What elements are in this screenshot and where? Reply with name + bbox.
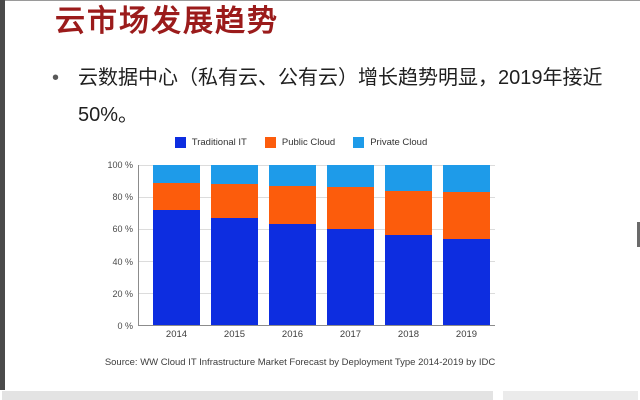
- x-tick-label-2016: 2016: [281, 329, 304, 340]
- x-tick-label-2014: 2014: [165, 329, 188, 340]
- x-tick-label-2019: 2019: [455, 329, 478, 340]
- legend-item-public-cloud: Public Cloud: [264, 137, 336, 148]
- bar-segment-traditional-it-2017: [327, 229, 374, 325]
- bar-stack-2019: [443, 165, 490, 325]
- x-tick-label-2017: 2017: [339, 329, 362, 340]
- y-tick-label: 20 %: [112, 288, 133, 299]
- bar-stack-2016: [269, 165, 316, 325]
- horizontal-scrollbar-track[interactable]: [503, 391, 638, 400]
- bar-segment-traditional-it-2019: [443, 238, 490, 325]
- legend-swatch-public-cloud: [264, 137, 276, 148]
- legend-item-traditional-it: Traditional IT: [174, 137, 247, 148]
- x-tick-label-2015: 2015: [223, 329, 246, 340]
- bar-segment-private-cloud-2018: [385, 165, 432, 191]
- left-edge-strip: [0, 0, 5, 390]
- bar-2018: 2018: [385, 165, 432, 340]
- horizontal-scrollbar-thumb[interactable]: [2, 391, 493, 400]
- legend-label: Traditional IT: [191, 137, 247, 148]
- page-title: 云市场发展趋势: [55, 5, 279, 38]
- vertical-scrollbar-thumb[interactable]: [637, 222, 640, 247]
- bar-stack-2018: [385, 165, 432, 325]
- bar-2016: 2016: [269, 165, 316, 340]
- gridline: [139, 261, 495, 262]
- top-hairline: [0, 0, 640, 1]
- bar-segment-traditional-it-2016: [269, 224, 316, 325]
- bar-segment-private-cloud-2015: [211, 165, 258, 185]
- gridline: [139, 197, 495, 198]
- chart-legend: Traditional IT Public Cloud Private Cloud: [95, 137, 507, 148]
- bar-2015: 2015: [211, 165, 258, 340]
- legend-swatch-traditional-it: [174, 137, 186, 148]
- gridline: [139, 293, 495, 294]
- stacked-bar-chart: Traditional IT Public Cloud Private Cloud …: [95, 135, 507, 347]
- source-citation: Source: WW Cloud IT Infrastructure Marke…: [104, 357, 496, 368]
- bar-segment-private-cloud-2019: [443, 165, 490, 193]
- gridline: [139, 165, 495, 166]
- gridline: [139, 229, 495, 230]
- bar-2017: 2017: [327, 165, 374, 340]
- y-tick-label: 60 %: [112, 224, 133, 235]
- bar-stack-2017: [327, 165, 374, 325]
- y-tick-label: 100 %: [107, 160, 133, 170]
- bar-segment-public-cloud-2016: [269, 185, 316, 225]
- bar-2014: 2014: [153, 165, 200, 340]
- bar-segment-public-cloud-2017: [327, 187, 374, 229]
- plot-area: 2014 2015 2016 2017 2018 2019: [138, 165, 495, 340]
- legend-label: Private Cloud: [370, 137, 428, 148]
- legend-item-private-cloud: Private Cloud: [353, 137, 427, 148]
- bar-segment-traditional-it-2018: [385, 235, 432, 325]
- legend-label: Public Cloud: [281, 137, 336, 148]
- bar-segment-private-cloud-2017: [327, 165, 374, 188]
- bar-stack-2015: [211, 165, 258, 325]
- bar-segment-traditional-it-2014: [153, 209, 200, 325]
- bullet-marker: •: [52, 67, 60, 89]
- y-tick-label: 0 %: [117, 321, 133, 331]
- y-axis-labels: 100 % 80 % 60 % 40 % 20 % 0 %: [95, 160, 133, 331]
- bullet-text: 云数据中心（私有云、公有云）增长趋势明显，2019年接近50%。: [78, 67, 603, 126]
- bar-segment-private-cloud-2014: [153, 165, 200, 183]
- y-tick-label: 40 %: [112, 256, 133, 267]
- bar-segment-traditional-it-2015: [211, 217, 258, 325]
- bar-stack-2014: [153, 165, 200, 325]
- bars-container: 2014 2015 2016 2017 2018 2019: [139, 165, 495, 340]
- bullet-block: • 云数据中心（私有云、公有云）增长趋势明显，2019年接近50%。: [52, 60, 608, 134]
- y-tick-label: 80 %: [112, 192, 133, 203]
- legend-swatch-private-cloud: [353, 137, 365, 148]
- x-tick-label-2018: 2018: [397, 329, 420, 340]
- bar-2019: 2019: [443, 165, 490, 340]
- bar-segment-public-cloud-2019: [443, 192, 490, 239]
- bar-segment-public-cloud-2015: [211, 184, 258, 218]
- bar-segment-public-cloud-2014: [153, 182, 200, 210]
- bar-segment-public-cloud-2018: [385, 190, 432, 236]
- bar-segment-private-cloud-2016: [269, 165, 316, 186]
